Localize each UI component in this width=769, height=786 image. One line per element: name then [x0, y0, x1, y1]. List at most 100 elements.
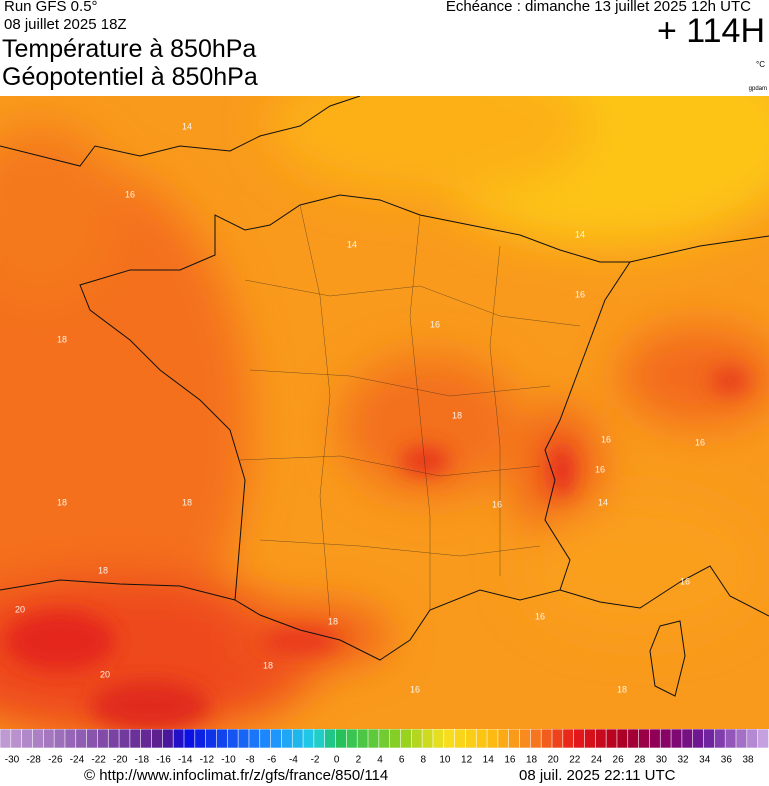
colorbar-swatch	[692, 729, 705, 749]
colorbar-tick-label: 38	[742, 755, 754, 766]
contour-label: 16	[430, 319, 440, 329]
colorbar-tick-label: 32	[677, 755, 689, 766]
spain-coast	[0, 579, 236, 601]
colorbar-swatch	[649, 729, 662, 749]
contour-label: 18	[57, 334, 67, 344]
colorbar-swatch	[194, 729, 207, 749]
colorbar-swatch	[551, 729, 564, 749]
contour-label: 18	[57, 497, 67, 507]
colorbar-tick-label: -2	[311, 755, 320, 766]
contour-label: 18	[98, 565, 108, 575]
england-coast	[0, 96, 361, 167]
colorbar-swatch	[486, 729, 499, 749]
contour-label: 18	[617, 684, 627, 694]
colorbar-tick-label: 36	[721, 755, 733, 766]
contour-labels: 14 16 18 18 18 18 20 20 14 16 18 14 16 16 16 16 14 16 16 18…	[15, 121, 705, 694]
colorbar-swatch	[432, 729, 445, 749]
colorbar-tick-label: -10	[221, 755, 236, 766]
colorbar-swatch	[335, 729, 348, 749]
colorbar-tick-label: -16	[156, 755, 171, 766]
colorbar-swatch	[367, 729, 380, 749]
unit-2: gpdam	[748, 86, 767, 92]
colorbar-tick-label: 16	[504, 755, 516, 766]
unit: °C	[756, 60, 765, 69]
colorbar-tick-label: -26	[48, 755, 63, 766]
colorbar-swatch	[172, 729, 185, 749]
italy-coast	[559, 565, 769, 617]
colorbar-swatch	[346, 729, 358, 749]
colorbar-swatch	[638, 729, 651, 749]
colorbar-tick-label: -8	[246, 755, 255, 766]
colorbar-tick-label: -4	[289, 755, 298, 766]
title: Température à 850hPa	[2, 35, 257, 63]
colorbar-swatch	[86, 729, 99, 749]
colorbar-swatch	[140, 729, 153, 749]
colorbar-swatch	[205, 729, 218, 749]
contour-label: 20	[100, 669, 110, 679]
coastlines	[0, 96, 769, 697]
map: 14 16 18 18 18 18 20 20 14 16 18 14 16 16 16 16 14 16 16 18…	[0, 96, 769, 729]
contour-label: 20	[15, 604, 25, 614]
colorbar-swatch	[281, 729, 294, 749]
colorbar-swatch	[540, 729, 553, 749]
colorbar-swatch	[465, 729, 478, 749]
colorbar-swatch	[10, 729, 23, 749]
colorbar-swatch	[302, 729, 315, 749]
source-url: © http://www.infoclimat.fr/z/gfs/france/…	[84, 767, 389, 784]
colorbar-swatch	[378, 729, 391, 749]
colorbar-swatch	[259, 729, 272, 749]
colorbar-tick-label: -14	[178, 755, 193, 766]
contour-label: 16	[575, 289, 585, 299]
colorbar-swatch	[324, 729, 337, 749]
contour-label: 14	[347, 239, 357, 249]
colorbar-tick-label: 28	[634, 755, 646, 766]
colorbar-swatch	[594, 729, 607, 749]
colorbar-swatch	[291, 729, 304, 749]
colorbar-swatch	[356, 729, 369, 749]
colorbar-swatch	[53, 729, 66, 749]
colorbar-swatch	[714, 729, 726, 749]
colorbar-swatch	[421, 729, 434, 749]
contour-label: 14	[182, 121, 192, 131]
colorbar-tick-label: -28	[26, 755, 41, 766]
colorbar-swatch	[237, 729, 250, 749]
colorbar-tick-label: 12	[461, 755, 473, 766]
colorbar-swatch	[519, 729, 532, 749]
corsica	[649, 620, 686, 697]
colorbar-swatch	[508, 729, 521, 749]
lead-time: + 114H	[656, 12, 765, 50]
contour-label: 18	[263, 660, 273, 670]
subtitle: Géopotentiel à 850hPa	[2, 63, 258, 91]
colorbar-tick-label: -18	[135, 755, 150, 766]
colorbar-swatch	[562, 729, 575, 749]
colorbar-tick-label: 18	[526, 755, 538, 766]
contour-label: 16	[410, 684, 420, 694]
colorbar-tick-label: -30	[5, 755, 20, 766]
colorbar-swatch	[681, 729, 694, 749]
contour-label: 18	[182, 497, 192, 507]
colorbar-swatch	[573, 729, 586, 749]
run-date: 08 juillet 2025 18Z	[4, 16, 127, 33]
temperature-field	[0, 96, 769, 729]
colorbar-swatch	[497, 729, 510, 749]
colorbar-tick-label: 26	[613, 755, 625, 766]
colorbar-swatch	[584, 729, 597, 749]
colorbar: -30 -28 -26 -24 -22 -20 -18 -16 -14 -12 -10 -8 -6 -4-…	[0, 729, 769, 766]
colorbar-swatch	[703, 729, 716, 749]
colorbar-swatch	[107, 729, 120, 749]
colorbar-swatch	[32, 729, 45, 749]
colorbar-tick-label: -20	[113, 755, 128, 766]
contour-label: 18	[328, 616, 338, 626]
colorbar-tick-label: 8	[421, 755, 427, 766]
colorbar-tick-label: -22	[91, 755, 106, 766]
colorbar-swatch	[735, 729, 748, 749]
forecast-time: Echéance : dimanche 13 juillet 2025 12h …	[445, 0, 751, 15]
colorbar-tick-label: 6	[399, 755, 405, 766]
colorbar-tick-label: 2	[356, 755, 362, 766]
colorbar-swatch	[616, 729, 629, 749]
colorbar-swatch	[454, 729, 467, 749]
colorbar-tick-label: -24	[70, 755, 85, 766]
contour-label: 16	[680, 576, 690, 586]
colorbar-tick-label: 0	[334, 755, 340, 766]
colorbar-swatch	[659, 729, 672, 749]
